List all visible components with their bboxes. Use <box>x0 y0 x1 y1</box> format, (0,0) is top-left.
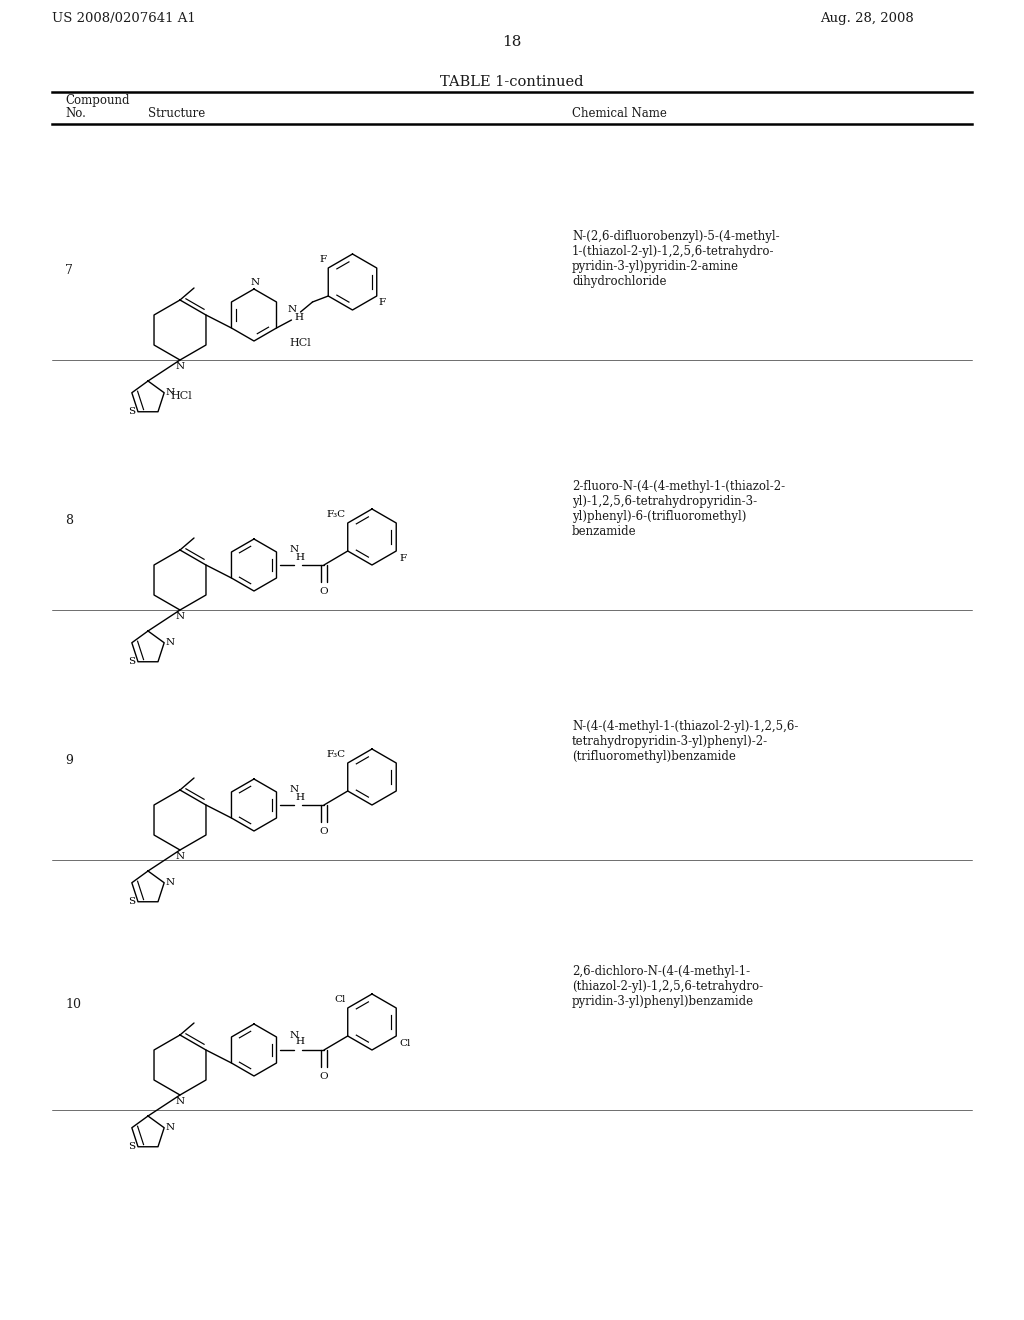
Text: 10: 10 <box>65 998 81 1011</box>
Text: N: N <box>175 1097 184 1106</box>
Text: S: S <box>128 898 135 907</box>
Text: N: N <box>290 545 299 554</box>
Text: S: S <box>128 657 135 667</box>
Text: S: S <box>128 1142 135 1151</box>
Text: F: F <box>319 255 327 264</box>
Text: N: N <box>175 362 184 371</box>
Text: O: O <box>319 828 329 836</box>
Text: Compound: Compound <box>65 94 129 107</box>
Text: 2-fluoro-N-(4-(4-methyl-1-(thiazol-2-
yl)-1,2,5,6-tetrahydropyridin-3-
yl)phenyl: 2-fluoro-N-(4-(4-methyl-1-(thiazol-2- yl… <box>572 480 785 539</box>
Text: S: S <box>128 408 135 416</box>
Text: N: N <box>165 639 174 647</box>
Text: Chemical Name: Chemical Name <box>572 107 667 120</box>
Text: N-(4-(4-methyl-1-(thiazol-2-yl)-1,2,5,6-
tetrahydropyridin-3-yl)phenyl)-2-
(trif: N-(4-(4-methyl-1-(thiazol-2-yl)-1,2,5,6-… <box>572 719 799 763</box>
Text: O: O <box>319 587 329 597</box>
Text: N: N <box>165 878 174 887</box>
Text: H: H <box>295 1038 304 1047</box>
Text: HCl: HCl <box>290 338 311 348</box>
Text: 2,6-dichloro-N-(4-(4-methyl-1-
(thiazol-2-yl)-1,2,5,6-tetrahydro-
pyridin-3-yl)p: 2,6-dichloro-N-(4-(4-methyl-1- (thiazol-… <box>572 965 763 1008</box>
Text: HCl: HCl <box>170 391 191 401</box>
Text: H: H <box>295 553 304 561</box>
Text: Cl: Cl <box>399 1039 411 1048</box>
Text: N: N <box>288 305 297 314</box>
Text: TABLE 1-continued: TABLE 1-continued <box>440 75 584 88</box>
Text: H: H <box>295 314 303 322</box>
Text: N: N <box>165 1123 174 1133</box>
Text: N: N <box>290 785 299 795</box>
Text: F: F <box>379 298 386 308</box>
Text: 8: 8 <box>65 513 73 527</box>
Text: US 2008/0207641 A1: US 2008/0207641 A1 <box>52 12 196 25</box>
Text: N: N <box>165 388 174 397</box>
Text: Structure: Structure <box>148 107 205 120</box>
Text: N: N <box>251 279 259 286</box>
Text: 18: 18 <box>503 36 521 49</box>
Text: F: F <box>399 554 407 564</box>
Text: H: H <box>295 792 304 801</box>
Text: 7: 7 <box>65 264 73 276</box>
Text: N: N <box>175 612 184 620</box>
Text: N: N <box>175 851 184 861</box>
Text: N-(2,6-difluorobenzyl)-5-(4-methyl-
1-(thiazol-2-yl)-1,2,5,6-tetrahydro-
pyridin: N-(2,6-difluorobenzyl)-5-(4-methyl- 1-(t… <box>572 230 779 288</box>
Text: No.: No. <box>65 107 86 120</box>
Text: O: O <box>319 1072 329 1081</box>
Text: F₃C: F₃C <box>327 750 346 759</box>
Text: F₃C: F₃C <box>327 510 346 519</box>
Text: N: N <box>290 1031 299 1040</box>
Text: Cl: Cl <box>335 995 346 1005</box>
Text: 9: 9 <box>65 754 73 767</box>
Text: Aug. 28, 2008: Aug. 28, 2008 <box>820 12 913 25</box>
